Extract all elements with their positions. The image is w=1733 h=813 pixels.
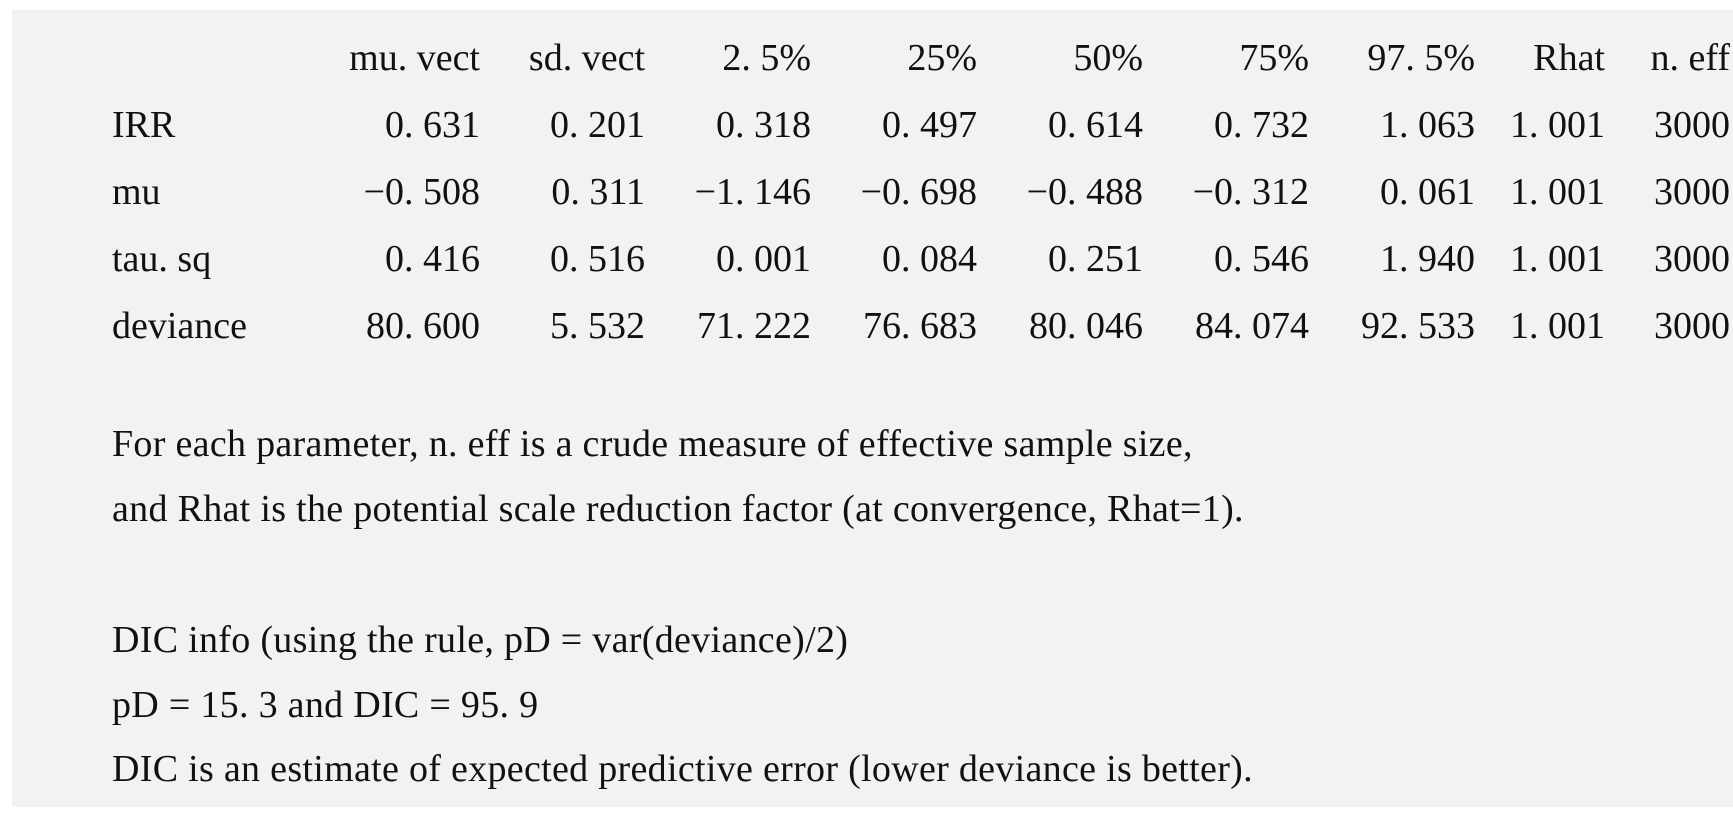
table-cell: −1. 146: [694, 170, 811, 213]
table-row: deviance 80. 600 5. 532 71. 222 76. 683 …: [12, 292, 1730, 359]
row-label: mu: [112, 170, 161, 213]
table-cell: 0. 318: [716, 103, 811, 146]
column-header: 2. 5%: [722, 36, 811, 79]
row-label: deviance: [112, 304, 248, 347]
table-cell: 0. 201: [550, 103, 645, 146]
table-cell: 1. 001: [1510, 304, 1605, 347]
column-header: 25%: [907, 36, 977, 79]
table-row: IRR 0. 631 0. 201 0. 318 0. 497 0. 614 0…: [12, 91, 1730, 158]
table-cell: 5. 532: [550, 304, 645, 347]
table-cell: −0. 488: [1026, 170, 1143, 213]
table-row: tau. sq 0. 416 0. 516 0. 001 0. 084 0. 2…: [12, 225, 1730, 292]
rhat-note: and Rhat is the potential scale reductio…: [112, 488, 1244, 530]
table-cell: 3000: [1654, 304, 1730, 347]
column-header: n. eff: [1650, 36, 1731, 79]
column-header: Rhat: [1533, 36, 1605, 79]
output-panel: mu. vect sd. vect 2. 5% 25% 50% 75% 97. …: [12, 10, 1733, 807]
table-cell: 0. 311: [551, 170, 645, 213]
table-cell: 0. 732: [1214, 103, 1309, 146]
table-cell: 0. 416: [385, 237, 480, 280]
table-cell: −0. 312: [1192, 170, 1309, 213]
table-cell: 84. 074: [1195, 304, 1309, 347]
table-cell: 0. 084: [882, 237, 977, 280]
table-cell: 80. 046: [1029, 304, 1143, 347]
table-cell: 3000: [1654, 103, 1730, 146]
table-cell: 3000: [1654, 237, 1730, 280]
dic-values: pD = 15. 3 and DIC = 95. 9: [112, 684, 539, 726]
summary-table: mu. vect sd. vect 2. 5% 25% 50% 75% 97. …: [12, 24, 1730, 359]
table-cell: 0. 546: [1214, 237, 1309, 280]
table-cell: 1. 001: [1510, 237, 1605, 280]
column-header: sd. vect: [528, 36, 645, 79]
table-cell: 0. 614: [1048, 103, 1143, 146]
table-cell: 3000: [1654, 170, 1730, 213]
table-cell: −0. 698: [860, 170, 977, 213]
table-cell: 1. 940: [1380, 237, 1475, 280]
column-header: mu. vect: [349, 36, 480, 79]
column-header: 97. 5%: [1367, 36, 1475, 79]
table-cell: 1. 001: [1510, 103, 1605, 146]
table-header-row: mu. vect sd. vect 2. 5% 25% 50% 75% 97. …: [12, 24, 1730, 91]
table-cell: −0. 508: [363, 170, 480, 213]
column-header: 50%: [1073, 36, 1143, 79]
table-cell: 80. 600: [366, 304, 480, 347]
corner-cell: [12, 24, 292, 91]
table-cell: 76. 683: [863, 304, 977, 347]
table-cell: 1. 001: [1510, 170, 1605, 213]
table-cell: 71. 222: [697, 304, 811, 347]
row-label: tau. sq: [112, 237, 212, 280]
table-cell: 0. 001: [716, 237, 811, 280]
table-row: mu −0. 508 0. 311 −1. 146 −0. 698 −0. 48…: [12, 158, 1730, 225]
table-cell: 0. 251: [1048, 237, 1143, 280]
neff-note: For each parameter, n. eff is a crude me…: [112, 423, 1193, 465]
row-label: IRR: [112, 103, 176, 146]
table-cell: 0. 061: [1380, 170, 1475, 213]
column-header: 75%: [1239, 36, 1309, 79]
table-cell: 0. 631: [385, 103, 480, 146]
dic-explanation: DIC is an estimate of expected predictiv…: [112, 748, 1253, 790]
table-cell: 0. 497: [882, 103, 977, 146]
table-cell: 0. 516: [550, 237, 645, 280]
table-cell: 1. 063: [1380, 103, 1475, 146]
table-cell: 92. 533: [1361, 304, 1475, 347]
dic-info-heading: DIC info (using the rule, pD = var(devia…: [112, 619, 849, 661]
